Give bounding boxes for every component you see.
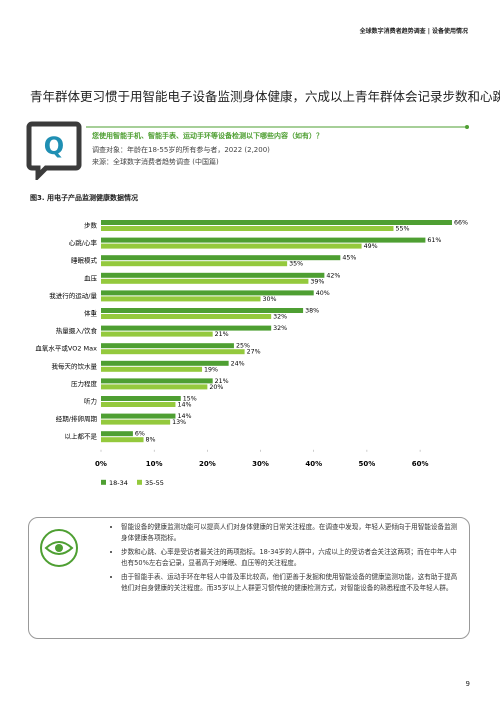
category-label: 血氧水平或VO2 Max	[35, 344, 97, 353]
category-label: 步数	[84, 221, 98, 230]
bar	[101, 237, 426, 243]
x-tick-label: 10%	[146, 460, 163, 468]
value-label: 55%	[396, 226, 410, 233]
value-label: 14%	[177, 402, 191, 409]
bar	[101, 331, 213, 337]
x-tick-label: 0%	[95, 460, 107, 468]
bar	[101, 431, 133, 437]
value-label: 32%	[273, 314, 287, 321]
value-label: 30%	[263, 296, 277, 303]
bar	[101, 278, 309, 284]
category-label: 血压	[84, 273, 98, 282]
bar	[101, 402, 176, 407]
bar	[101, 314, 272, 319]
bar	[101, 419, 171, 425]
value-label: 42%	[326, 272, 340, 279]
bar	[101, 343, 234, 349]
legend-label: 35-55	[145, 479, 164, 487]
category-label: 我每天的饮水量	[52, 361, 98, 370]
value-label: 49%	[364, 243, 378, 250]
bar	[101, 272, 325, 278]
headline: 青年群体更习惯于用智能电子设备监测身体健康，六成以上青年群体会记录步数和心跳	[30, 89, 500, 104]
bar	[101, 261, 288, 267]
source: 来源：全球数字消费者趋势调查 (中国篇)	[92, 158, 219, 166]
value-label: 8%	[146, 437, 156, 444]
legend-swatch	[137, 479, 142, 485]
notes-list: 智能设备的健康监测功能可以提高人们对身体健康的日常关注程度。在调查中发现，年轻人…	[113, 522, 461, 597]
value-label: 20%	[209, 384, 223, 391]
bar	[101, 243, 362, 249]
x-tick-label: 40%	[305, 460, 322, 468]
value-label: 39%	[310, 278, 324, 285]
category-label: 压力程度	[71, 379, 98, 388]
category-label: 睡眠模式	[71, 256, 98, 265]
bar	[101, 366, 203, 372]
rule-dot	[465, 125, 469, 129]
eye-icon	[40, 529, 78, 567]
value-label: 21%	[215, 331, 229, 338]
value-label: 21%	[215, 378, 229, 385]
bar	[101, 226, 394, 231]
bar	[101, 296, 261, 302]
q-icon	[26, 121, 82, 180]
value-label: 15%	[183, 396, 197, 403]
bar	[101, 413, 176, 419]
x-tick-label: 60%	[412, 460, 429, 468]
value-label: 27%	[247, 349, 261, 356]
x-tick-label: 20%	[199, 460, 216, 468]
question: 您使用智能手机、智能手表、运动手环等设备检测以下哪些内容（如有）？	[92, 132, 323, 140]
q-letter: Q	[44, 132, 64, 160]
note: 智能设备的健康监测功能可以提高人们对身体健康的日常关注程度。在调查中发现，年轻人…	[121, 522, 461, 544]
bar	[101, 384, 208, 390]
value-label: 19%	[204, 366, 218, 373]
header: 全球数字消费者趋势调查 | 设备使用情况	[359, 28, 468, 35]
chart: 步数 66% 55% 心跳/心率 61% 49% 睡眠模式 45% 35% 血压 42%39% 我进行…	[35, 220, 468, 487]
category-label: 以上都不是	[65, 432, 98, 441]
value-label: 14%	[177, 413, 191, 420]
category-label: 心跳/心率	[69, 238, 98, 247]
category-label: 经期/排卵周期	[56, 414, 98, 423]
bar	[101, 308, 304, 313]
legend-label: 18-34	[109, 479, 128, 487]
value-label: 24%	[231, 360, 245, 367]
question-decor: Q	[26, 121, 469, 180]
value-label: 35%	[289, 261, 303, 268]
value-label: 25%	[236, 343, 250, 350]
value-label: 40%	[316, 290, 330, 297]
sample: 调查对象：年龄在18-55岁的所有参与者，2022 (2,200)	[92, 146, 270, 154]
bar	[101, 220, 452, 225]
x-tick-label: 50%	[359, 460, 376, 468]
note: 由于智能手表、运动手环在年轻人中普及率比较高，他们更善于发掘和使用智能设备的健康…	[121, 572, 461, 594]
category-label: 体重	[84, 309, 98, 318]
bar	[101, 378, 213, 384]
figure-title: 图3. 用电子产品监测健康数据情况	[30, 194, 138, 202]
legend-swatch	[101, 479, 106, 485]
value-label: 38%	[305, 308, 319, 315]
category-label: 听力	[84, 397, 97, 406]
bar	[101, 437, 144, 443]
x-tick-label: 30%	[252, 460, 269, 468]
category-label: 热量摄入/饮食	[56, 326, 98, 335]
value-label: 13%	[172, 419, 186, 426]
value-label: 66%	[454, 220, 468, 227]
value-label: 45%	[342, 255, 356, 262]
value-label: 61%	[427, 237, 441, 244]
bar	[101, 255, 341, 261]
category-label: 我进行的运动/量	[49, 291, 97, 300]
note: 步数和心跳、心率是受访者最关注的两项指标。18-34岁的人群中，六成以上的受访者…	[121, 547, 461, 569]
page-number: 9	[465, 680, 470, 688]
bar	[101, 290, 314, 296]
bar	[101, 360, 229, 366]
bar	[101, 325, 272, 331]
bar	[101, 349, 245, 355]
bar	[101, 396, 181, 401]
notes-box: 智能设备的健康监测功能可以提高人们对身体健康的日常关注程度。在调查中发现，年轻人…	[28, 517, 470, 639]
value-label: 6%	[135, 431, 145, 438]
value-label: 32%	[273, 325, 287, 332]
